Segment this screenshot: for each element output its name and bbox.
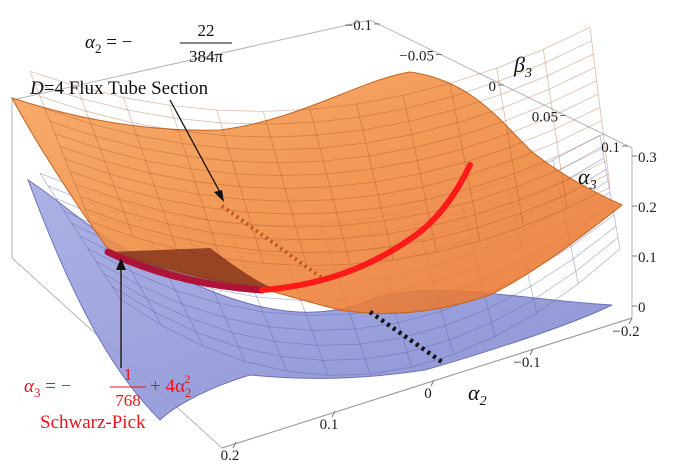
y-axis-tick-label: −0.05 [399, 49, 434, 65]
red-arrow [116, 258, 126, 368]
orange-grid-line [76, 85, 134, 238]
x-axis-tick-mark [331, 410, 336, 418]
x-axis-label: α2 [468, 380, 487, 409]
orange-grid-line [169, 105, 221, 259]
orange-grid-line [79, 160, 607, 241]
y-axis-tick-label: 0.1 [601, 140, 620, 156]
orange-grid-line [64, 120, 602, 202]
orange-grid-line [84, 173, 609, 254]
svg-text:α3 = −: α3 = − [24, 376, 71, 400]
orange-grid-line [496, 68, 524, 227]
schwarz-pick-label: Schwarz-Pick [40, 412, 146, 433]
orange-grid-line [216, 109, 264, 264]
x-axis-ticks: 0.2 0.1 0 −0.1 −0.2 [221, 317, 640, 464]
x-axis-tick-label: 0 [424, 386, 432, 402]
orange-grid-line [262, 111, 308, 266]
z-axis-tick-label: 0 [638, 300, 646, 316]
x-axis-tick-label: 0.1 [320, 417, 339, 433]
svg-text:+ 4α22: + 4α22 [150, 372, 191, 400]
orange-surface [10, 27, 623, 314]
x-axis-tick-mark [529, 348, 534, 356]
orange-grid-line [39, 53, 594, 138]
y-axis-tick-label: 0 [489, 79, 497, 95]
z-axis-label: α3 [578, 164, 597, 193]
svg-text:α2 = −: α2 = − [85, 32, 132, 56]
x-axis-tick-label: 0.2 [221, 448, 240, 464]
section-arrow [169, 99, 224, 202]
orange-grid-line [74, 147, 606, 228]
schwarz-pick-formula: α3 = − 1 768 + 4α22 [24, 365, 191, 410]
svg-text:384π: 384π [189, 47, 224, 66]
x-axis-tick-label: −0.1 [513, 355, 540, 371]
orange-grid-line [29, 71, 91, 222]
orange-grid-line [89, 187, 611, 267]
orange-grid-line [49, 80, 597, 164]
svg-text:22: 22 [198, 21, 215, 40]
z-axis-tick-label: 0.1 [638, 250, 657, 266]
blue-grid-line [103, 225, 617, 346]
y-axis-ticks: −0.1 −0.05 0 0.05 0.1 [345, 18, 628, 156]
section-line [220, 204, 444, 364]
orange-grid-line [44, 67, 596, 151]
box-front-edges [221, 317, 633, 449]
x-axis-tick-label: −0.2 [612, 324, 639, 340]
orange-grid-line [449, 83, 481, 241]
orange-grid-line [122, 97, 178, 250]
orange-grid-line [29, 27, 591, 112]
top-formula: α2 = − 22 384π [85, 21, 232, 66]
x-axis-tick-mark [628, 317, 633, 325]
blue-grid-line [111, 237, 619, 361]
orange-grid-line [54, 93, 599, 177]
z-axis-ticks: 0 0.1 0.2 0.3 [632, 150, 657, 316]
orange-grid-line [589, 27, 611, 188]
y-axis-label: β3 [513, 52, 532, 81]
section-label: D=4 Flux Tube Section [29, 78, 209, 99]
schwarz-pick-curve [104, 162, 473, 294]
blue-grid-line [39, 173, 121, 300]
blue-grid-line [119, 248, 621, 376]
orange-grid-line [356, 104, 394, 260]
orange-grid-line [542, 49, 568, 209]
orange-grid-line [34, 40, 592, 125]
svg-text:1: 1 [124, 365, 133, 384]
y-axis-tick-label: −0.1 [345, 18, 372, 34]
z-axis-tick-label: 0.2 [638, 200, 657, 216]
y-axis-tick-label: 0.05 [532, 110, 558, 126]
svg-text:768: 768 [115, 391, 141, 410]
orange-grid-line [59, 107, 601, 189]
orange-grid-line [69, 133, 604, 215]
orange-grid-line [309, 109, 351, 265]
x-axis-tick-mark [232, 441, 237, 449]
x-axis-tick-mark [430, 379, 435, 387]
blue-grid-line [599, 135, 621, 250]
z-axis-tick-label: 0.3 [638, 150, 657, 166]
